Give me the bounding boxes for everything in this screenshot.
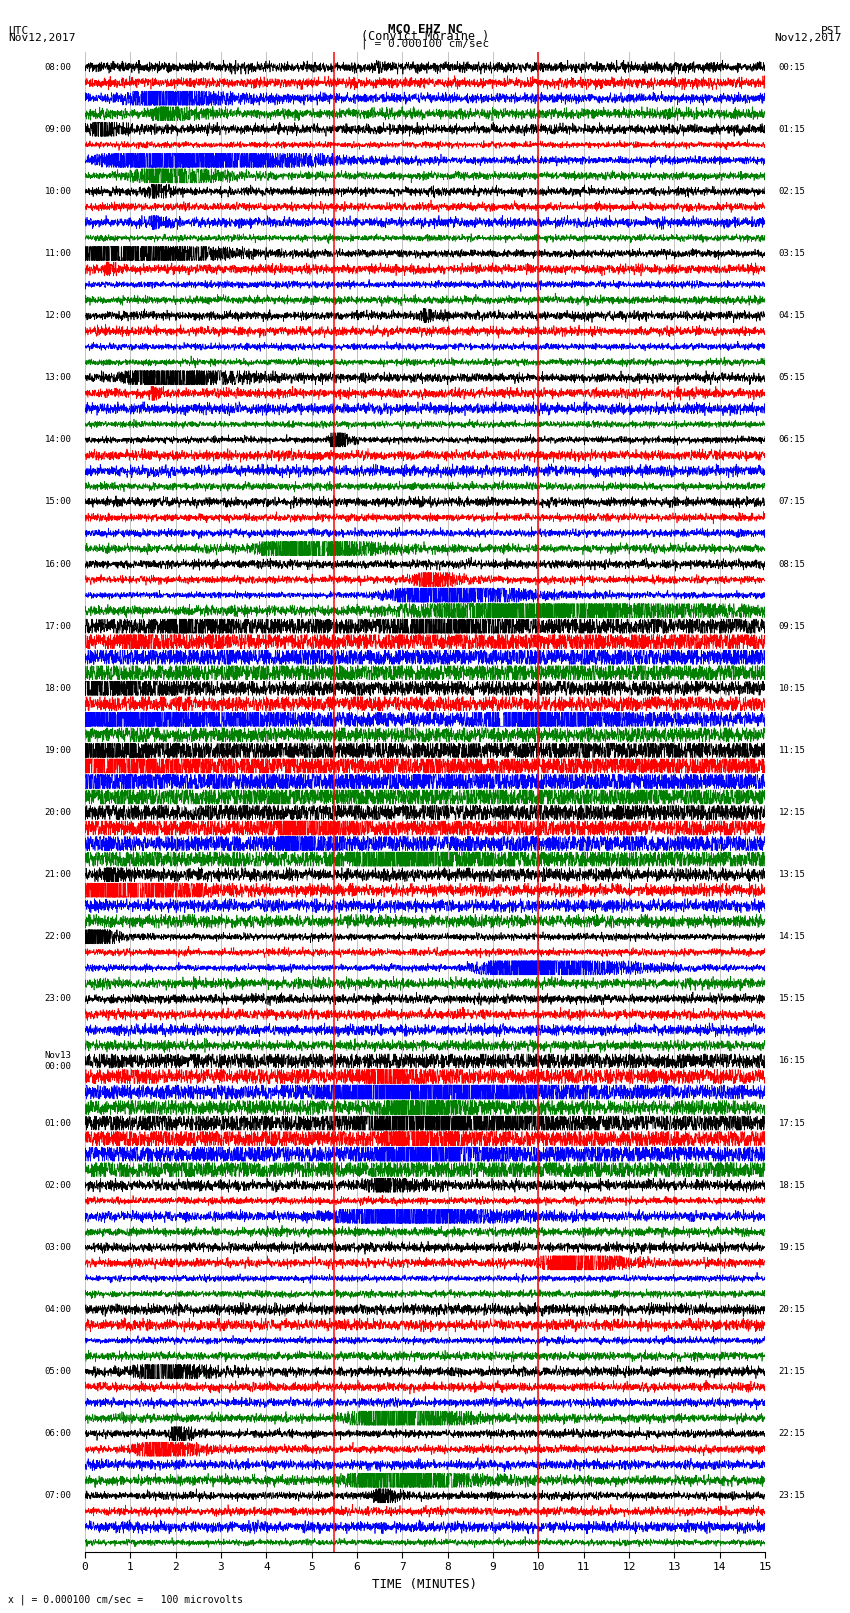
Text: 06:15: 06:15: [779, 436, 806, 444]
Text: 16:15: 16:15: [779, 1057, 806, 1066]
Text: 16:00: 16:00: [44, 560, 71, 568]
Text: 15:00: 15:00: [44, 497, 71, 506]
Text: (Convict Moraine ): (Convict Moraine ): [361, 29, 489, 44]
Text: 15:15: 15:15: [779, 994, 806, 1003]
Text: 19:00: 19:00: [44, 745, 71, 755]
Text: 23:00: 23:00: [44, 994, 71, 1003]
Text: 22:00: 22:00: [44, 932, 71, 942]
Text: PST: PST: [821, 26, 842, 37]
Text: 09:00: 09:00: [44, 124, 71, 134]
Text: Nov13
00:00: Nov13 00:00: [44, 1052, 71, 1071]
Text: 03:15: 03:15: [779, 248, 806, 258]
Text: x | = 0.000100 cm/sec =   100 microvolts: x | = 0.000100 cm/sec = 100 microvolts: [8, 1594, 243, 1605]
Text: 07:15: 07:15: [779, 497, 806, 506]
Text: 04:00: 04:00: [44, 1305, 71, 1315]
Text: 11:00: 11:00: [44, 248, 71, 258]
Text: 20:15: 20:15: [779, 1305, 806, 1315]
Text: 20:00: 20:00: [44, 808, 71, 818]
Text: 13:00: 13:00: [44, 373, 71, 382]
Text: 17:00: 17:00: [44, 621, 71, 631]
Text: 10:00: 10:00: [44, 187, 71, 195]
Text: 00:15: 00:15: [779, 63, 806, 71]
Text: 05:15: 05:15: [779, 373, 806, 382]
Text: MCO EHZ NC: MCO EHZ NC: [388, 23, 462, 37]
Text: 21:15: 21:15: [779, 1368, 806, 1376]
Text: 18:00: 18:00: [44, 684, 71, 694]
Text: 18:15: 18:15: [779, 1181, 806, 1190]
Text: 12:15: 12:15: [779, 808, 806, 818]
Text: 07:00: 07:00: [44, 1492, 71, 1500]
Text: 09:15: 09:15: [779, 621, 806, 631]
Text: UTC: UTC: [8, 26, 29, 37]
Text: 19:15: 19:15: [779, 1244, 806, 1252]
Text: 01:00: 01:00: [44, 1118, 71, 1127]
Text: 01:15: 01:15: [779, 124, 806, 134]
Text: 14:15: 14:15: [779, 932, 806, 942]
Text: 02:15: 02:15: [779, 187, 806, 195]
Text: 04:15: 04:15: [779, 311, 806, 319]
Text: 05:00: 05:00: [44, 1368, 71, 1376]
Text: 21:00: 21:00: [44, 869, 71, 879]
Text: 08:00: 08:00: [44, 63, 71, 71]
Text: | = 0.000100 cm/sec: | = 0.000100 cm/sec: [361, 39, 489, 50]
Text: Nov12,2017: Nov12,2017: [8, 32, 76, 44]
Text: 10:15: 10:15: [779, 684, 806, 694]
Text: 14:00: 14:00: [44, 436, 71, 444]
Text: 22:15: 22:15: [779, 1429, 806, 1439]
Text: 03:00: 03:00: [44, 1244, 71, 1252]
Text: 23:15: 23:15: [779, 1492, 806, 1500]
Text: 11:15: 11:15: [779, 745, 806, 755]
X-axis label: TIME (MINUTES): TIME (MINUTES): [372, 1578, 478, 1590]
Text: 12:00: 12:00: [44, 311, 71, 319]
Text: 13:15: 13:15: [779, 869, 806, 879]
Text: Nov12,2017: Nov12,2017: [774, 32, 842, 44]
Text: 02:00: 02:00: [44, 1181, 71, 1190]
Text: 08:15: 08:15: [779, 560, 806, 568]
Text: 06:00: 06:00: [44, 1429, 71, 1439]
Text: 17:15: 17:15: [779, 1118, 806, 1127]
